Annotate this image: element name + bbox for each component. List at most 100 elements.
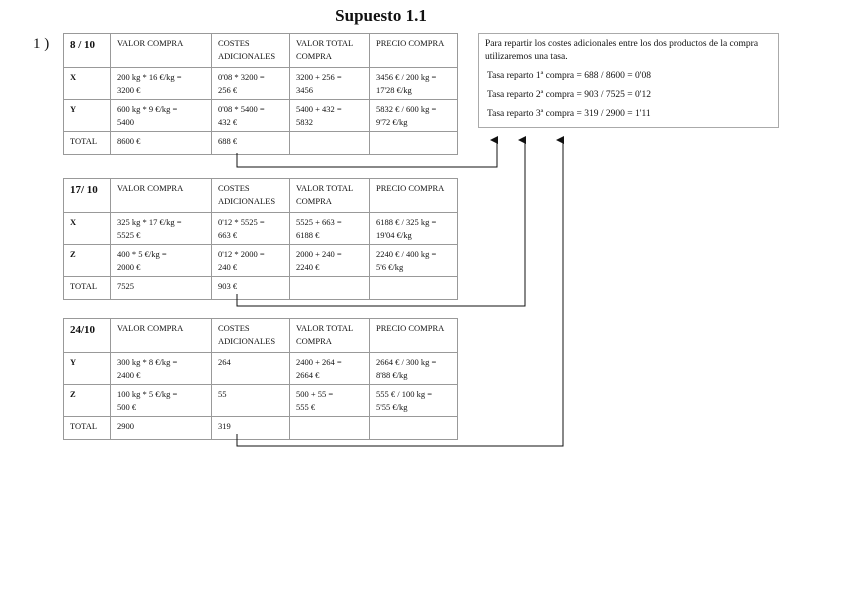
valor-cell-line-1: 200 kg * 16 €/kg = [117, 72, 182, 82]
total-cell: 3200 + 256 = 3456 [289, 67, 370, 100]
total-cell-line-1: 5400 + 432 = [296, 104, 342, 114]
section-number: 1 ) [33, 36, 50, 52]
total-cell-line-2: 3456 [296, 85, 313, 95]
valor-cell: 400 * 5 €/kg = 2000 € [110, 244, 212, 277]
precio-cell-line-1: 5832 € / 600 kg = [376, 104, 437, 114]
empty-cell [369, 276, 458, 300]
precio-cell-line-1: 2664 € / 300 kg = [376, 357, 437, 367]
column-header: VALOR TOTAL COMPRA [289, 178, 370, 213]
column-header: VALOR TOTAL COMPRA [289, 33, 370, 68]
costes-cell-line-1: 264 [218, 357, 231, 367]
total-cell-line-2: 5832 [296, 117, 313, 127]
total-cell-line-1: 5525 + 663 = [296, 217, 342, 227]
column-header: VALOR COMPRA [110, 178, 212, 213]
empty-cell [289, 131, 370, 155]
total-costes: 903 € [211, 276, 290, 300]
table-row: X 200 kg * 16 €/kg = 3200 €0'08 * 3200 = 25… [63, 67, 458, 100]
precio-cell-line-2: 19'04 €/kg [376, 230, 412, 240]
total-row: TOTAL 7525 903 € [63, 276, 458, 300]
empty-cell [289, 416, 370, 440]
total-valor: 7525 [110, 276, 212, 300]
total-label: TOTAL [63, 416, 111, 440]
total-row: TOTAL 2900 319 [63, 416, 458, 440]
total-label: TOTAL [63, 131, 111, 155]
precio-cell-line-2: 9'72 €/kg [376, 117, 408, 127]
rate-line-3: Tasa reparto 3ª compra = 319 / 2900 = 1'… [487, 109, 651, 119]
costes-cell-line-2: 663 € [218, 230, 238, 240]
precio-cell-line-1: 555 € / 100 kg = [376, 389, 433, 399]
column-header: PRECIO COMPRA [369, 33, 458, 68]
costes-cell: 55 [211, 384, 290, 417]
product-cell: Y [63, 352, 111, 385]
total-row: TOTAL 8600 €688 € [63, 131, 458, 155]
explanation-intro: Para repartir los costes adicionales ent… [485, 39, 759, 62]
total-cell-line-1: 3200 + 256 = [296, 72, 342, 82]
costes-cell-line-2: 432 € [218, 117, 238, 127]
total-cell: 500 + 55 = 555 € [289, 384, 370, 417]
costes-cell: 264 [211, 352, 290, 385]
column-header: PRECIO COMPRA [369, 318, 458, 353]
empty-cell [369, 131, 458, 155]
column-header: PRECIO COMPRA [369, 178, 458, 213]
precio-cell-line-2: 8'88 €/kg [376, 370, 408, 380]
valor-cell-line-2: 5525 € [117, 230, 141, 240]
total-cell: 5525 + 663 = 6188 € [289, 212, 370, 245]
arrow-1 [236, 136, 498, 168]
page-title: Supuesto 1.1 [335, 6, 427, 25]
valor-cell-line-2: 3200 € [117, 85, 141, 95]
valor-cell-line-1: 300 kg * 8 €/kg = [117, 357, 178, 367]
precio-cell-line-2: 5'55 €/kg [376, 402, 408, 412]
explanation-box: Para repartir los costes adicionales ent… [478, 33, 779, 128]
precio-cell-line-2: 17'28 €/kg [376, 85, 412, 95]
precio-cell: 555 € / 100 kg = 5'55 €/kg [369, 384, 458, 417]
total-costes: 319 [211, 416, 290, 440]
purchase-table-3: 24/10 VALOR COMPRA COSTES ADICIONALES VALOR… [63, 318, 458, 440]
total-label: TOTAL [63, 276, 111, 300]
total-cell-line-1: 2400 + 264 = [296, 357, 342, 367]
total-cell: 2000 + 240 = 2240 € [289, 244, 370, 277]
arrow-3 [236, 136, 564, 447]
total-cell: 2400 + 264 = 2664 € [289, 352, 370, 385]
costes-cell-line-2: 240 € [218, 262, 238, 272]
valor-cell: 200 kg * 16 €/kg = 3200 € [110, 67, 212, 100]
valor-cell-line-2: 500 € [117, 402, 137, 412]
purchase-table-2: 17/ 10 VALOR COMPRA COSTES ADICIONALES VALO… [63, 178, 458, 300]
precio-cell-line-1: 6188 € / 325 kg = [376, 217, 437, 227]
precio-cell-line-1: 3456 € / 200 kg = [376, 72, 437, 82]
total-cell-line-2: 555 € [296, 402, 316, 412]
total-cell: 5400 + 432 = 5832 [289, 99, 370, 132]
precio-cell-line-1: 2240 € / 400 kg = [376, 249, 437, 259]
empty-cell [369, 416, 458, 440]
arrow-2 [236, 136, 526, 307]
valor-cell-line-2: 2000 € [117, 262, 141, 272]
column-header: COSTES ADICIONALES [211, 318, 290, 353]
costes-cell-line-1: 0'12 * 5525 = [218, 217, 265, 227]
total-cell-line-2: 2664 € [296, 370, 320, 380]
valor-cell-line-2: 2400 € [117, 370, 141, 380]
precio-cell: 6188 € / 325 kg = 19'04 €/kg [369, 212, 458, 245]
rate-line-2: Tasa reparto 2ª compra = 903 / 7525 = 0'… [487, 90, 651, 100]
rate-line-1: Tasa reparto 1ª compra = 688 / 8600 = 0'… [487, 71, 651, 81]
table-row: Y 300 kg * 8 €/kg = 2400 €264 2400 + 264 = 2… [63, 352, 458, 385]
valor-cell-line-1: 100 kg * 5 €/kg = [117, 389, 178, 399]
column-header: VALOR TOTAL COMPRA [289, 318, 370, 353]
total-cell-line-1: 500 + 55 = [296, 389, 334, 399]
precio-cell: 2240 € / 400 kg = 5'6 €/kg [369, 244, 458, 277]
costes-cell-line-1: 0'08 * 5400 = [218, 104, 265, 114]
total-costes: 688 € [211, 131, 290, 155]
costes-cell: 0'12 * 5525 = 663 € [211, 212, 290, 245]
valor-cell-line-1: 600 kg * 9 €/kg = [117, 104, 178, 114]
table-row: Y 600 kg * 9 €/kg = 5400 0'08 * 5400 = 432 €… [63, 99, 458, 132]
total-cell-line-2: 6188 € [296, 230, 320, 240]
total-valor: 2900 [110, 416, 212, 440]
costes-cell-line-1: 55 [218, 389, 227, 399]
costes-cell-line-2: 256 € [218, 85, 238, 95]
valor-cell: 600 kg * 9 €/kg = 5400 [110, 99, 212, 132]
precio-cell-line-2: 5'6 €/kg [376, 262, 404, 272]
precio-cell: 5832 € / 600 kg = 9'72 €/kg [369, 99, 458, 132]
valor-cell-line-2: 5400 [117, 117, 134, 127]
valor-cell-line-1: 400 * 5 €/kg = [117, 249, 167, 259]
valor-cell-line-1: 325 kg * 17 €/kg = [117, 217, 182, 227]
